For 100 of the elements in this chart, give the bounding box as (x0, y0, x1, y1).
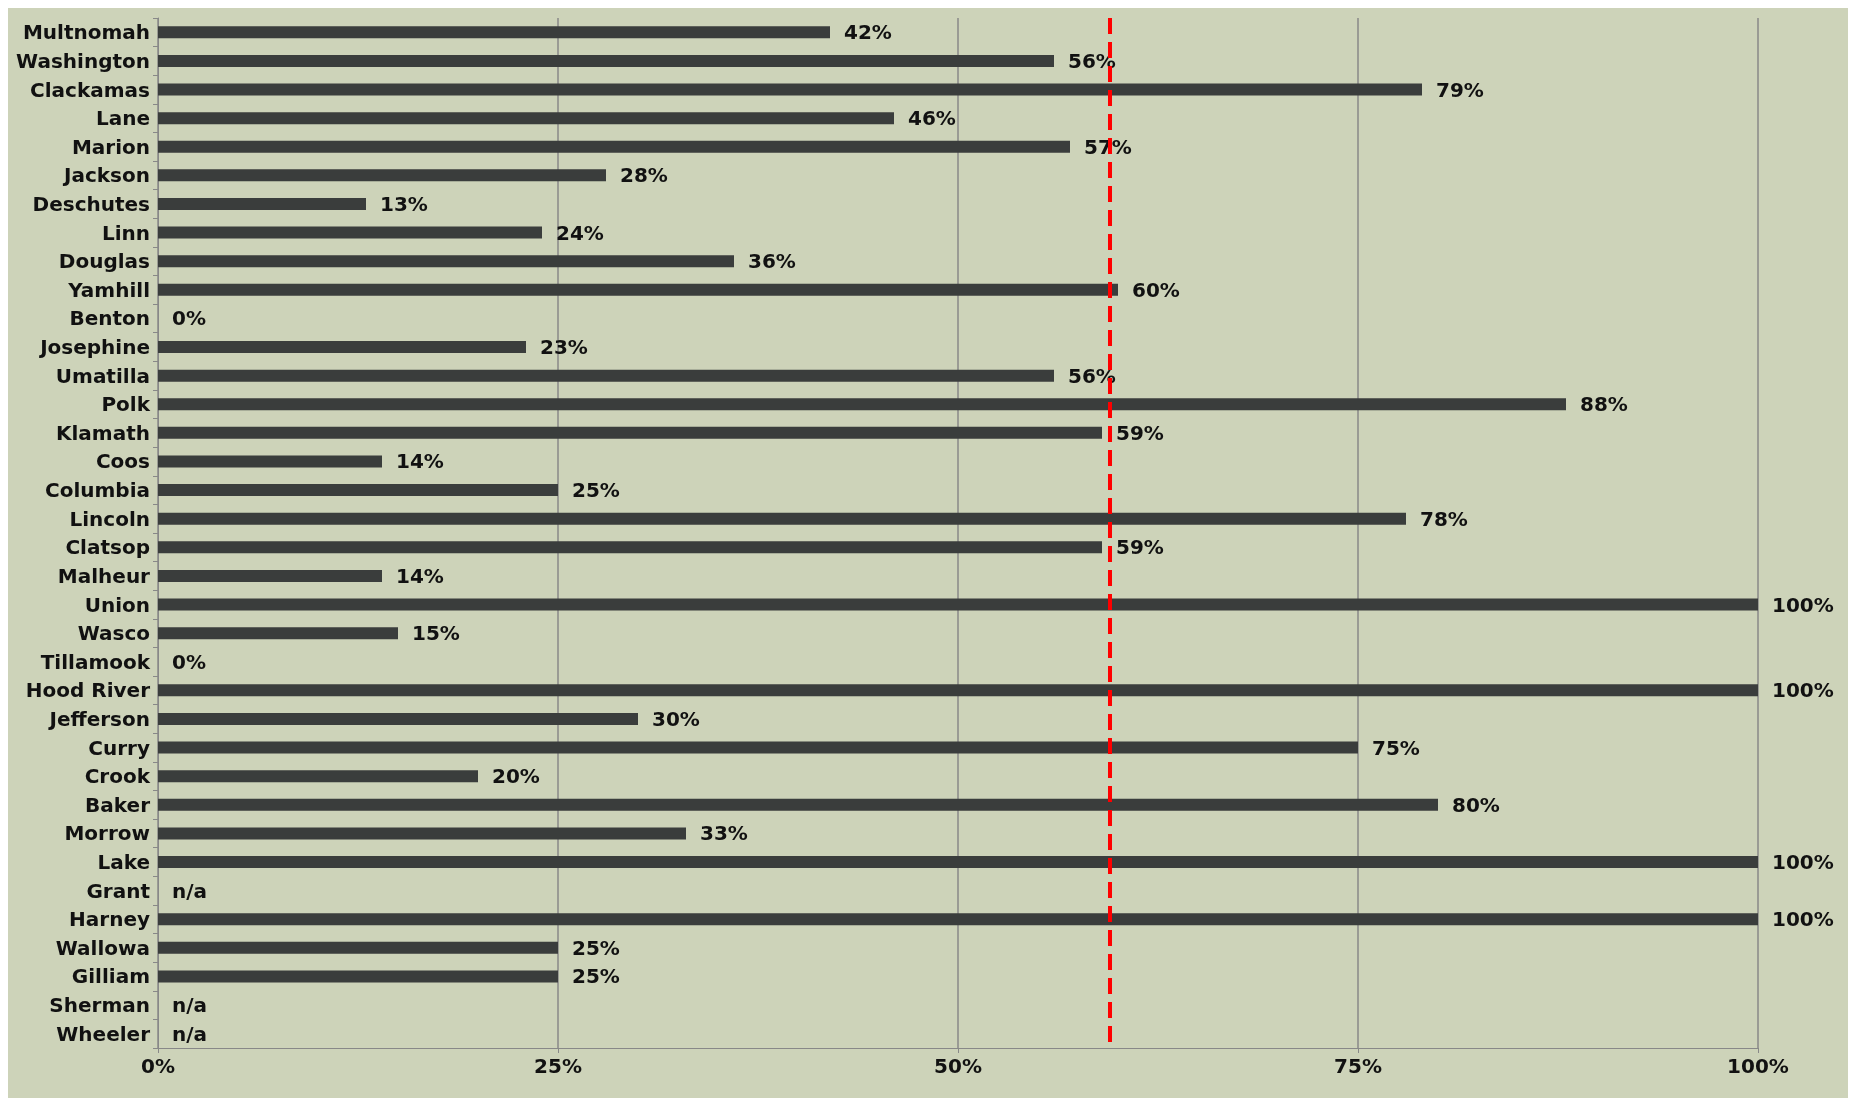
data-label: 0% (172, 306, 206, 331)
y-tick-label: Grant (86, 878, 151, 903)
data-label: 20% (492, 764, 540, 789)
bar (158, 512, 1406, 525)
y-tick-label: Hood River (25, 678, 151, 703)
y-tick-label: Lane (95, 106, 150, 131)
data-label: 78% (1420, 506, 1468, 531)
data-label: 23% (540, 335, 588, 360)
y-tick-label: Deschutes (32, 191, 150, 216)
data-label: 100% (1772, 907, 1834, 932)
y-tick-label: Umatilla (55, 363, 150, 388)
bar (158, 369, 1054, 382)
bar (158, 627, 398, 640)
y-tick-label: Baker (85, 792, 151, 817)
bar (158, 112, 894, 125)
x-tick-label: 100% (1727, 1054, 1789, 1078)
data-label: 33% (700, 821, 748, 846)
x-tick-label: 0% (141, 1054, 175, 1078)
data-label: 100% (1772, 678, 1834, 703)
bar (158, 140, 1070, 153)
bar (158, 484, 558, 497)
y-tick-label: Crook (84, 764, 151, 789)
data-label: 42% (844, 20, 892, 45)
y-tick-label: Linn (101, 220, 150, 245)
data-label: 30% (652, 706, 700, 731)
text: n/a (172, 1021, 208, 1046)
bar (158, 598, 1758, 611)
data-label: 28% (620, 163, 668, 188)
text: n/a (172, 878, 208, 903)
data-label: 25% (572, 964, 620, 989)
y-tick-label: Jackson (62, 163, 150, 188)
bar (158, 169, 606, 182)
data-label: 60% (1132, 277, 1180, 302)
y-tick-label: Lincoln (69, 506, 150, 531)
x-tick-label: 75% (1334, 1054, 1382, 1078)
y-tick-label: Polk (101, 392, 151, 417)
data-label: 14% (396, 563, 444, 588)
y-tick-label: Josephine (38, 335, 150, 360)
data-label: 0% (172, 649, 206, 674)
bar (158, 83, 1422, 96)
bar (158, 827, 686, 840)
y-tick-label: Douglas (58, 249, 150, 274)
bar (158, 913, 1758, 926)
y-tick-label: Klamath (56, 420, 150, 445)
data-label: 79% (1436, 77, 1484, 102)
y-tick-label: Coos (95, 449, 150, 474)
y-tick-label: Curry (88, 735, 150, 760)
bar (158, 712, 638, 725)
y-tick-label: Marion (71, 134, 150, 159)
y-tick-label: Yamhill (67, 277, 150, 302)
y-tick-label: Morrow (64, 821, 150, 846)
y-tick-label: Multnomah (22, 20, 150, 45)
bar (158, 569, 382, 582)
bar (158, 770, 478, 783)
bar (158, 226, 542, 239)
y-tick-label: Tillamook (40, 649, 151, 674)
bar (158, 941, 558, 954)
bar (158, 54, 1054, 67)
bar (158, 398, 1566, 411)
text: n/a (172, 993, 208, 1018)
data-label: 56% (1068, 363, 1116, 388)
data-label: 75% (1372, 735, 1420, 760)
y-tick-label: Harney (69, 907, 150, 932)
bar (158, 255, 734, 268)
bar (158, 341, 526, 354)
y-tick-label: Wheeler (56, 1021, 151, 1046)
data-label: 36% (748, 249, 796, 274)
bar (158, 197, 366, 210)
data-label: 15% (412, 621, 460, 646)
data-label: 100% (1772, 592, 1834, 617)
x-tick-label: 50% (934, 1054, 982, 1078)
bar (158, 741, 1358, 754)
y-tick-label: Lake (97, 850, 150, 875)
data-label: 59% (1116, 420, 1164, 445)
data-label: 59% (1116, 535, 1164, 560)
y-tick-label: Jefferson (47, 706, 150, 731)
y-tick-label: Clackamas (30, 77, 150, 102)
bar (158, 426, 1102, 439)
bar (158, 541, 1102, 554)
x-tick-label: 25% (534, 1054, 582, 1078)
y-tick-label: Columbia (44, 478, 150, 503)
data-label: 25% (572, 478, 620, 503)
data-label: 13% (380, 191, 428, 216)
y-tick-label: Washington (16, 48, 150, 73)
data-label: 100% (1772, 850, 1834, 875)
bar (158, 26, 830, 39)
data-label: 24% (556, 220, 604, 245)
bar (158, 798, 1438, 811)
bar (158, 283, 1118, 296)
bar (158, 684, 1758, 697)
y-tick-label: Gilliam (71, 964, 150, 989)
y-tick-label: Benton (69, 306, 150, 331)
y-tick-label: Wallowa (55, 935, 150, 960)
bar (158, 970, 558, 983)
data-label: 46% (908, 106, 956, 131)
y-tick-label: Wasco (77, 621, 150, 646)
y-tick-label: Clatsop (65, 535, 150, 560)
data-label: 80% (1452, 792, 1500, 817)
data-label: 56% (1068, 48, 1116, 73)
bar (158, 856, 1758, 869)
